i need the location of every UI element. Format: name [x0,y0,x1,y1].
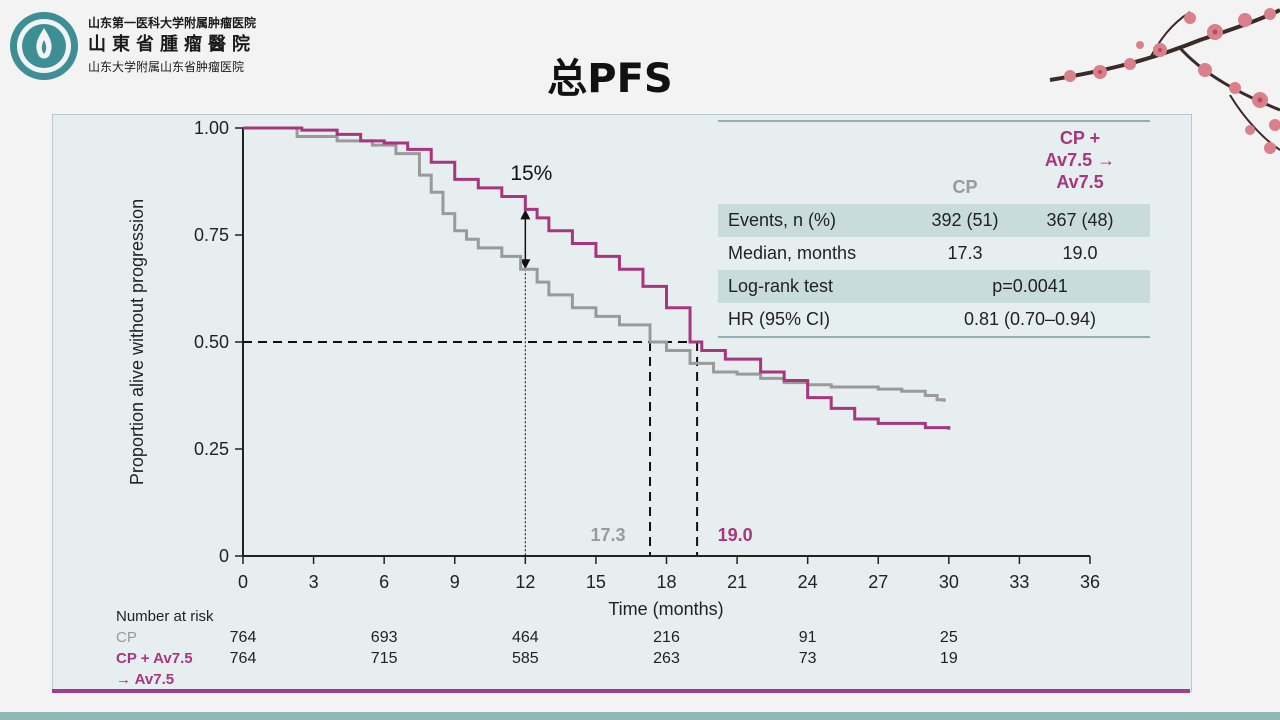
institution-line1: 山东第一医科大学附属肿瘤医院 [88,16,257,30]
gap-arrow-head-down [520,259,531,270]
risk-value-av: 19 [939,650,958,667]
table-row-label: HR (95% CI) [728,309,831,329]
x-tick-label: 27 [868,572,888,592]
x-tick-label: 3 [309,572,319,592]
risk-value-av: 715 [370,650,398,667]
table-bottom-rule [718,336,1150,338]
risk-value-cp: 693 [370,629,398,646]
hospital-logo [10,12,78,80]
table-header-cp: CP [952,177,978,197]
y-tick-label: 0 [219,546,229,566]
table-row-merged-value: 0.81 (0.70–0.94) [963,309,1097,329]
y-tick-label: 1.00 [194,118,229,138]
table-row-merged-value: p=0.0041 [992,276,1068,296]
institution-line3: 山东大学附属山东省肿瘤医院 [88,60,245,74]
table-row-av-value: 367 (48) [1046,210,1114,230]
risk-label-av-line2: → Av7.5 [116,671,175,688]
km-curve-cp [243,126,946,402]
table-row-label: Median, months [728,243,857,263]
x-tick-label: 36 [1080,572,1100,592]
footer-bar [0,712,1280,720]
table-header-av-line2: Av7.5 → [1044,150,1116,170]
x-tick-label: 33 [1009,572,1029,592]
median-cp-label: 17.3 [591,525,626,545]
x-tick-label: 18 [656,572,676,592]
table-row-label: Events, n (%) [728,210,837,230]
institution-line2: 山東省腫瘤醫院 [88,34,256,55]
risk-value-cp: 91 [798,629,817,646]
risk-value-av: 585 [511,650,539,667]
risk-value-av: 263 [653,650,680,667]
y-tick-label: 0.50 [194,332,229,352]
risk-value-cp: 25 [939,629,958,646]
risk-value-cp: 216 [653,629,680,646]
table-header-av-line1: CP + [1059,128,1101,148]
risk-value-cp: 764 [229,629,257,646]
x-tick-label: 30 [939,572,959,592]
x-tick-label: 0 [238,572,248,592]
table-top-rule [718,120,1150,122]
x-tick-label: 12 [515,572,535,592]
table-row-shade [718,204,1150,237]
risk-value-cp: 464 [511,629,539,646]
y-tick-label: 0.75 [194,225,229,245]
x-tick-label: 15 [586,572,606,592]
x-tick-label: 6 [379,572,389,592]
table-row-cp-value: 17.3 [947,243,983,263]
risk-label-av: CP + Av7.5 [116,650,193,667]
median-av-label: 19.0 [718,525,753,545]
table-row-shade [718,270,1150,303]
risk-value-av: 73 [798,650,817,667]
table-header-av: CP + Av7.5 → Av7.5 [1030,127,1130,193]
x-tick-label: 24 [798,572,818,592]
risk-value-av: 764 [229,650,257,667]
km-curve-av [243,126,951,430]
table-row-cp-value: 392 (51) [931,210,999,230]
page-title: 总PFS [547,56,673,102]
table-row-av-value: 19.0 [1062,243,1098,263]
x-axis-label: Time (months) [608,599,723,619]
y-tick-label: 0.25 [194,439,229,459]
plum-blossom-decoration [1049,8,1280,154]
table-header-av-line3: Av7.5 [1056,172,1104,192]
gap-arrow-head-up [520,209,531,220]
table-row-label: Log-rank test [728,276,834,296]
risk-label-cp: CP [116,629,137,646]
x-tick-label: 9 [450,572,460,592]
panel-accent-strip [52,689,1190,693]
y-axis-label: Proportion alive without progression [127,199,147,485]
institution-name: 山东第一医科大学附属肿瘤医院 山東省腫瘤醫院 山东大学附属山东省肿瘤医院 [88,12,298,78]
x-tick-label: 21 [727,572,747,592]
risk-header: Number at risk [116,608,214,625]
gap-label: 15% [510,162,552,185]
